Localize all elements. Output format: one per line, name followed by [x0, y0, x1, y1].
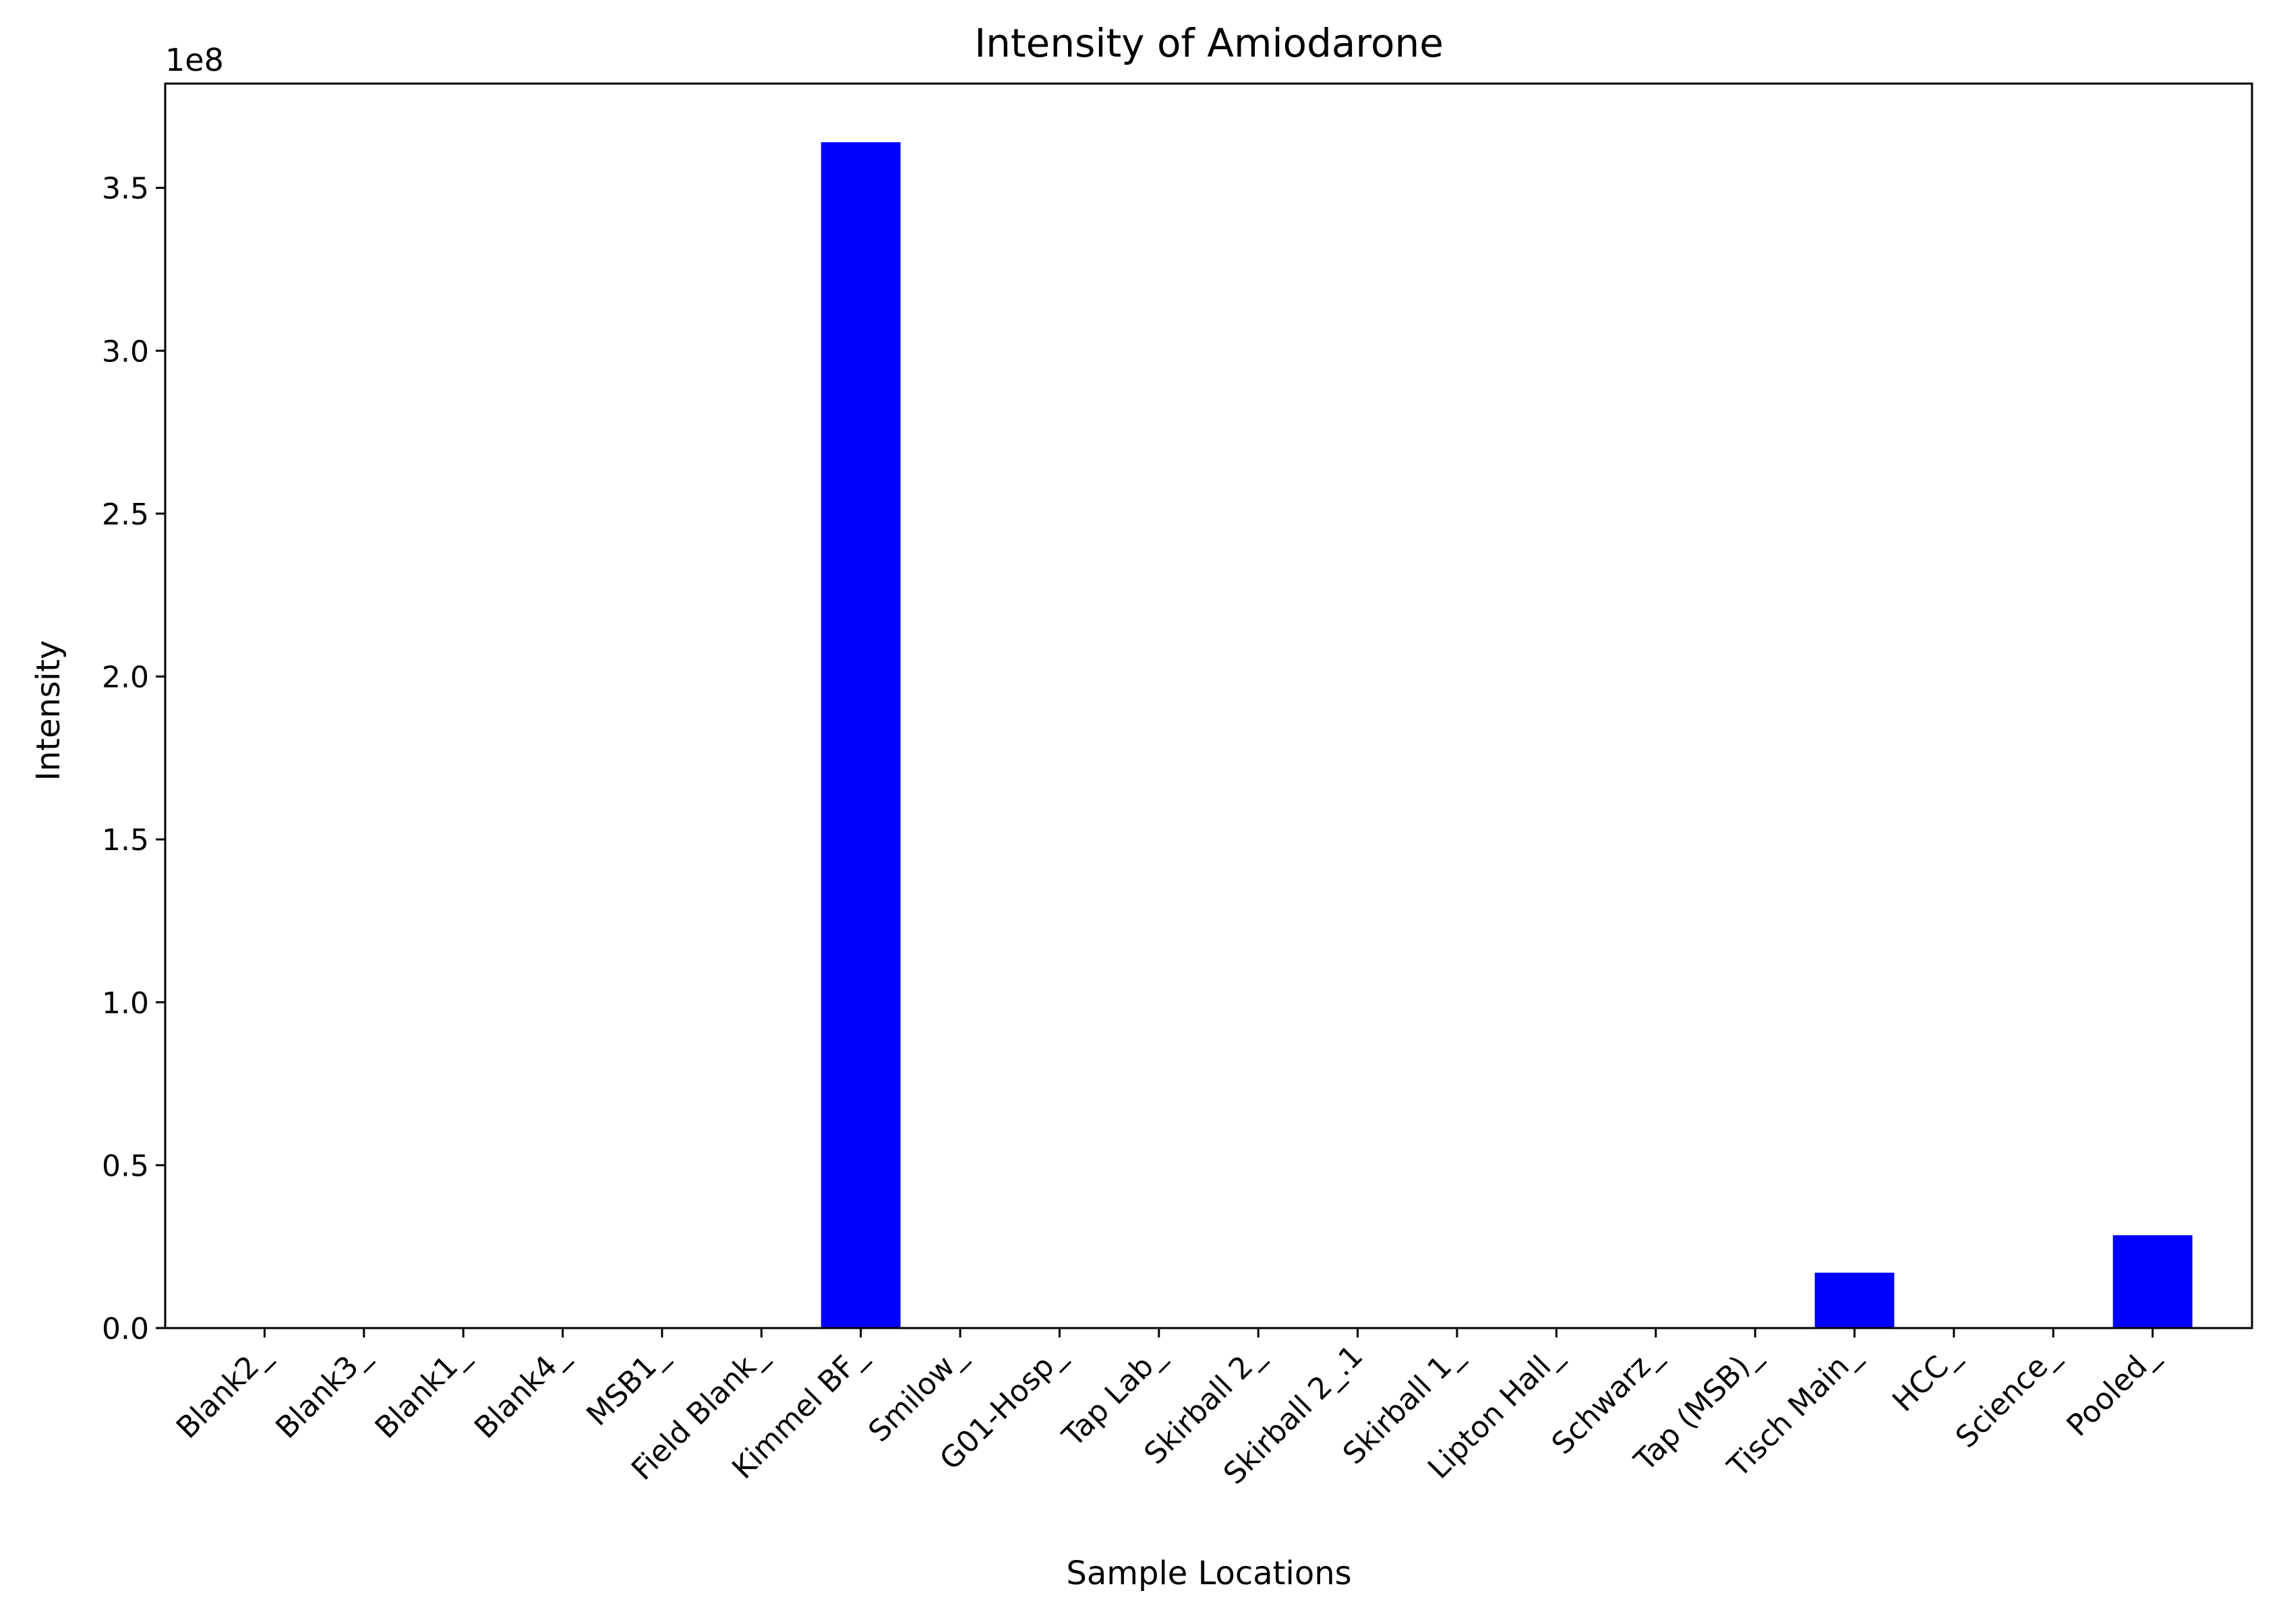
y-tick-label: 0.0: [102, 1312, 149, 1346]
y-axis-offset-label: 1e8: [165, 42, 224, 78]
plot-frame: [164, 82, 2253, 1329]
y-tick-label: 0.5: [102, 1149, 149, 1183]
y-tick-label: 2.0: [102, 661, 149, 695]
y-tick-label: 1.0: [102, 986, 149, 1021]
y-axis-ticks: 0.0 0.5 1.0 1.5 2.0 2.5 3.0 3.5: [102, 172, 165, 1346]
bar-19: [2112, 1235, 2193, 1328]
y-axis-label: Intensity: [30, 640, 67, 781]
x-tick-label: Pooled_: [2061, 1338, 2166, 1443]
x-axis-label: Sample Locations: [1066, 1555, 1351, 1592]
bar-6: [821, 142, 901, 1329]
y-tick-label: 1.5: [102, 823, 149, 858]
x-tick-label: Blank2_: [170, 1338, 277, 1445]
chart-title: Intensity of Amiodarone: [974, 20, 1444, 66]
x-tick-label: HCC_: [1886, 1338, 1966, 1418]
bar-16: [1814, 1272, 1895, 1328]
x-tick-label: Blank1_: [369, 1338, 476, 1445]
x-tick-label: Blank4_: [468, 1338, 575, 1445]
bars-layer: [821, 142, 2193, 1329]
x-axis-ticks: Blank2_Blank3_Blank1_Blank4_ MSB1_Field B…: [170, 1328, 2165, 1491]
y-tick-label: 3.0: [102, 334, 149, 369]
x-tick-label: MSB1_: [580, 1338, 674, 1433]
y-tick-label: 3.5: [102, 172, 149, 206]
y-tick-label: 2.5: [102, 498, 149, 532]
x-tick-label: Blank3_: [269, 1338, 376, 1445]
x-tick-label: Science_: [1949, 1338, 2066, 1455]
